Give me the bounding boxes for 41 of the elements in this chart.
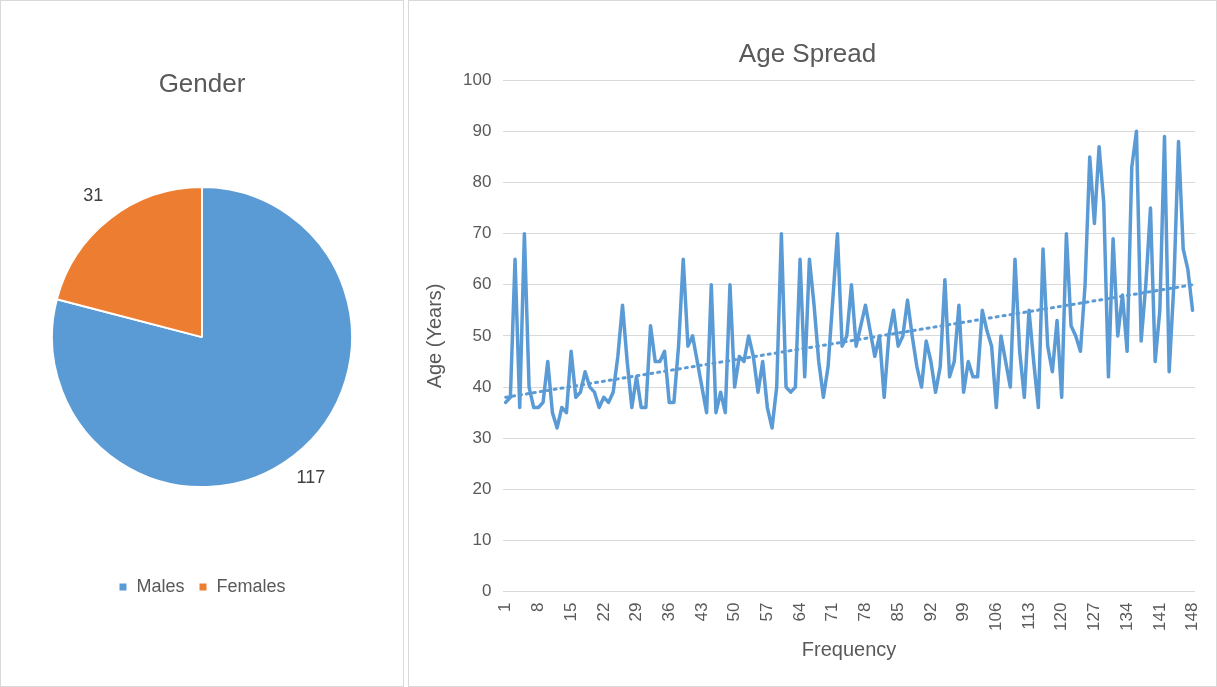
x-tick-label: 134 — [1116, 602, 1136, 632]
x-tick-label: 141 — [1149, 602, 1169, 632]
y-tick-label: 90 — [472, 121, 492, 141]
x-tick-label: 71 — [822, 602, 842, 622]
x-tick-label: 43 — [691, 602, 711, 622]
x-tick-label: 106 — [985, 602, 1005, 632]
x-tick-label: 8 — [528, 602, 548, 613]
data-label: 117 — [296, 466, 326, 487]
chart-title: Gender — [158, 67, 246, 98]
y-tick-label: 60 — [472, 274, 492, 294]
legend-label: Females — [216, 575, 286, 596]
y-axis-title: Age (Years) — [422, 283, 445, 389]
x-tick-label: 78 — [855, 602, 875, 622]
x-tick-label: 57 — [757, 602, 777, 622]
y-tick-label: 10 — [472, 530, 492, 550]
x-tick-label: 36 — [658, 602, 678, 622]
y-tick-label: 100 — [462, 69, 492, 89]
x-axis-title: Frequency — [801, 637, 897, 660]
x-tick-label: 92 — [920, 602, 940, 622]
x-tick-label: 64 — [789, 602, 809, 622]
x-tick-label: 99 — [953, 602, 973, 622]
x-tick-label: 22 — [593, 602, 613, 622]
x-tick-label: 1 — [495, 602, 515, 613]
y-tick-label: 80 — [472, 172, 492, 192]
x-tick-label: 113 — [1018, 602, 1038, 630]
y-tick-label: 70 — [472, 223, 492, 243]
chart-title: Age Spread — [738, 37, 877, 68]
y-tick-label: 30 — [472, 427, 492, 447]
data-label: 31 — [83, 185, 104, 206]
legend-label: Males — [136, 575, 185, 596]
x-tick-label: 29 — [626, 602, 646, 622]
y-tick-label: 20 — [472, 479, 492, 499]
x-tick-label: 15 — [560, 602, 580, 622]
x-tick-label: 85 — [887, 602, 907, 622]
y-tick-label: 50 — [472, 325, 492, 345]
x-tick-label: 120 — [1051, 602, 1071, 632]
y-tick-label: 40 — [472, 376, 492, 396]
x-tick-label: 50 — [724, 602, 744, 622]
y-tick-label: 0 — [481, 581, 492, 601]
x-tick-label: 127 — [1084, 602, 1104, 632]
x-tick-label: 148 — [1182, 602, 1202, 632]
